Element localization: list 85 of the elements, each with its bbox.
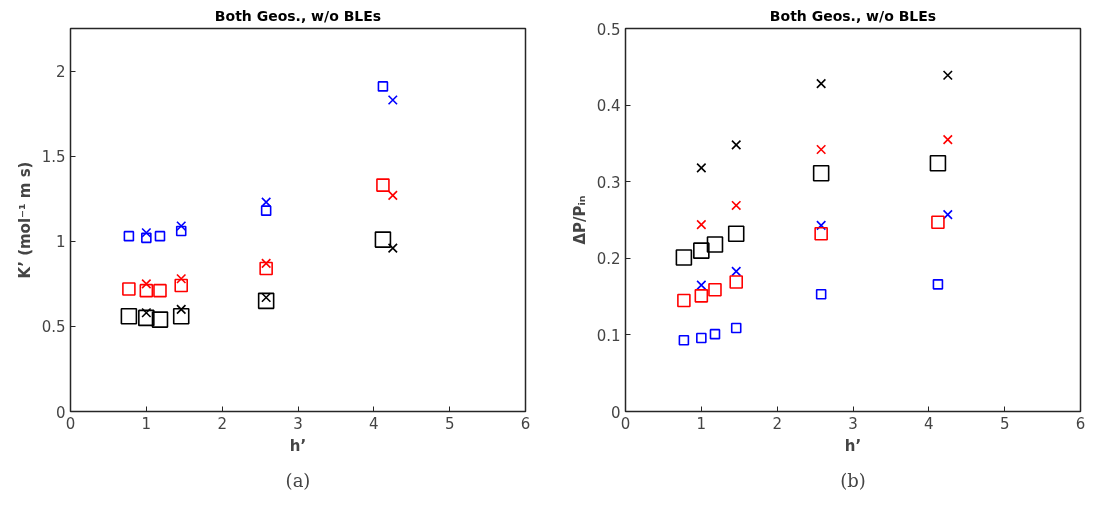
y-tick-label: 0.1 [596, 326, 621, 345]
point [932, 279, 944, 290]
x-tick-label: 5 [444, 414, 455, 433]
point [120, 307, 138, 325]
point [141, 227, 152, 238]
text: (b) [840, 469, 866, 491]
point [694, 289, 709, 303]
point [696, 332, 707, 344]
point [706, 236, 724, 253]
point [387, 190, 398, 201]
y-axis-title: K’ (mol⁻¹ m s) [15, 161, 34, 279]
point [816, 78, 827, 89]
point [696, 219, 707, 230]
point [377, 81, 389, 92]
point [731, 139, 742, 150]
x-tick-label: 4 [924, 414, 934, 433]
point [942, 134, 953, 145]
point [141, 278, 152, 289]
text: (a) [285, 469, 311, 491]
y-tick-label: 0.5 [41, 318, 66, 337]
point [374, 231, 392, 248]
point [731, 200, 742, 211]
point [731, 266, 742, 277]
point [123, 230, 135, 242]
point [260, 205, 272, 216]
x-axis-title: h’ [844, 436, 862, 455]
point [141, 232, 152, 244]
point [677, 293, 691, 308]
y-tick-label: 1 [55, 233, 66, 252]
point [138, 309, 155, 327]
point [696, 162, 707, 173]
point [387, 94, 398, 106]
point [730, 322, 742, 334]
point [678, 334, 690, 346]
point [257, 292, 275, 310]
point [708, 282, 722, 297]
point [729, 275, 744, 289]
x-axis-title: h’ [289, 436, 307, 455]
x-tick-label: 1 [141, 414, 152, 433]
x-tick-label: 3 [848, 414, 858, 433]
point [387, 243, 398, 254]
point [176, 220, 187, 231]
point [929, 155, 947, 172]
point [693, 242, 710, 259]
point [816, 220, 827, 231]
point [151, 311, 169, 328]
point [675, 249, 693, 266]
y-tick-label: 0.3 [596, 173, 621, 192]
point [139, 283, 154, 298]
point [709, 328, 721, 340]
point [175, 225, 187, 237]
point [931, 215, 945, 230]
x-tick-label: 5 [999, 414, 1010, 433]
point [727, 225, 745, 243]
point [259, 261, 273, 276]
x-tick-label: 6 [1075, 414, 1086, 433]
point [942, 209, 953, 220]
x-tick-label: 4 [369, 414, 379, 433]
y-tick-label: 2 [55, 63, 66, 82]
y-tick-label: 0.5 [596, 20, 621, 39]
point [815, 289, 827, 300]
x-tick-label: 1 [696, 414, 707, 433]
point [376, 178, 390, 192]
y-tick-label: 0.2 [596, 250, 621, 269]
point [174, 278, 189, 293]
chart-title: Both Geos., w/o BLEs [214, 7, 382, 24]
point [816, 144, 827, 155]
point [812, 164, 830, 182]
point [153, 283, 167, 298]
point [122, 282, 136, 296]
chart-title: Both Geos., w/o BLEs [769, 7, 937, 24]
y-axis-title: ΔP/Pᵢₙ [570, 195, 589, 245]
y-tick-label: 0.4 [596, 97, 621, 116]
point [261, 258, 272, 269]
x-tick-label: 6 [520, 414, 531, 433]
x-tick-label: 2 [217, 414, 227, 433]
point [172, 307, 190, 325]
x-tick-label: 2 [772, 414, 782, 433]
y-tick-label: 1.5 [41, 148, 66, 167]
point [176, 273, 187, 284]
point [814, 226, 828, 241]
x-tick-label: 3 [293, 414, 303, 433]
point [154, 230, 166, 242]
point [176, 304, 187, 315]
point [942, 70, 953, 81]
